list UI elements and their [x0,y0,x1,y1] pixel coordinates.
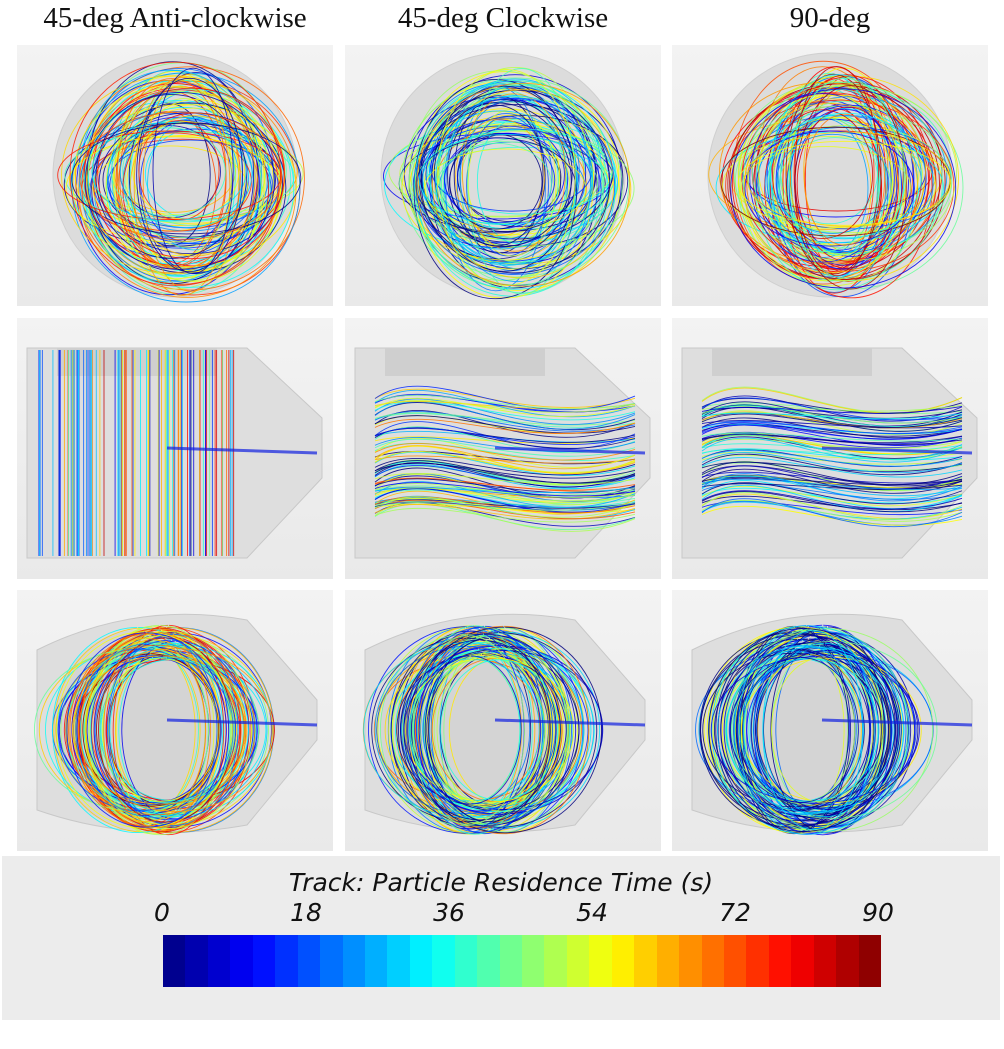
colorbar-segment [477,935,500,987]
colorbar-tick: 72 [719,898,751,927]
colorbar-segment [836,935,859,987]
colorbar-segment [342,935,365,987]
panel-front-view-1 [345,45,661,306]
colorbar-segment [746,935,769,987]
colorbar-segment [723,935,747,987]
colorbar-segment [409,935,433,987]
colorbar-segment [364,935,388,987]
colorbar-segment [432,935,455,987]
colorbar-segment [813,935,837,987]
colorbar-segment [679,935,702,987]
colorbar-legend: Track: Particle Residence Time (s) 0 18 … [2,856,1000,1020]
particle-track-render [691,613,973,836]
colorbar-segment [163,935,186,987]
colorbar-segment [230,935,253,987]
particle-track-render [354,347,651,559]
colorbar-segment [320,935,343,987]
colorbar-segment [701,935,724,987]
panel-side-view-1 [345,318,661,579]
colorbar-tick: 18 [290,898,322,927]
particle-track-render [707,52,964,299]
colorbar-tick: 0 [154,898,170,927]
panel-side-view-0 [17,318,333,579]
colorbar-segment [544,935,567,987]
colorbar-tick: 36 [433,898,465,927]
particle-track-render [26,347,323,559]
col-title-0: 45-deg Anti-clockwise [43,2,307,34]
panel-perspective-view-1 [345,590,661,851]
colorbar-segment [207,935,231,987]
colorbar-tick: 54 [576,898,608,927]
colorbar-segment [297,935,321,987]
colorbar-segment [522,935,545,987]
panel-front-view-2 [672,45,988,306]
colorbar-segment [185,935,208,987]
particle-track-render [362,613,646,835]
colorbar-segment [634,935,657,987]
panel-perspective-view-2 [672,590,988,851]
colorbar-gradient [163,935,881,987]
colorbar-segment [858,935,881,987]
colorbar-segment [791,935,814,987]
colorbar-segment [499,935,522,987]
colorbar-title: Track: Particle Residence Time (s) [288,868,714,897]
particle-track-render [681,347,978,559]
panel-front-view-0 [17,45,333,306]
colorbar-segment [252,935,276,987]
colorbar-segment [454,935,478,987]
col-title-2: 90-deg [789,2,871,34]
colorbar-segment [275,935,298,987]
colorbar-tick: 90 [862,898,894,927]
particle-track-render [380,52,635,300]
panel-side-view-2 [672,318,988,579]
panel-perspective-view-0 [17,590,333,851]
colorbar-segment [656,935,680,987]
colorbar-segment [387,935,410,987]
col-title-1: 45-deg Clockwise [397,2,609,34]
colorbar-segment [566,935,590,987]
colorbar-segment [768,935,792,987]
colorbar-segment [589,935,612,987]
colorbar-segment [611,935,635,987]
particle-track-render [34,613,318,836]
particle-track-render [52,52,305,303]
